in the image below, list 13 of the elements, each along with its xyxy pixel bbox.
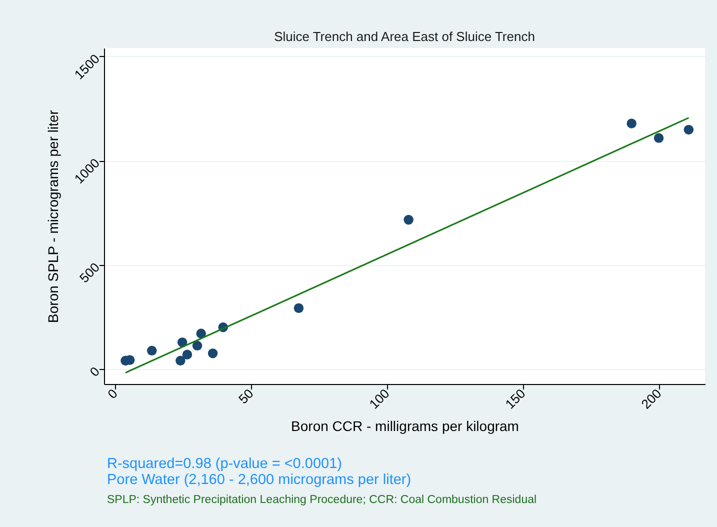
- x-axis-title: Boron CCR - milligrams per kilogram: [291, 418, 519, 434]
- y-axis-title: Boron SPLP - micrograms per liter: [44, 110, 61, 323]
- y-tick-label: 500: [76, 260, 102, 286]
- y-tick-label: 0: [86, 364, 102, 380]
- x-tick-label: 150: [502, 386, 528, 412]
- chart-title: Sluice Trench and Area East of Sluice Trench: [274, 29, 535, 44]
- text: Pore Water (2,160 - 2,600 micrograms per liter): [107, 472, 412, 488]
- text: R-squared=0.98 (p-value = <0.0001): [107, 456, 343, 472]
- x-tick-label: 50: [235, 386, 256, 407]
- x-tick-label: 200: [638, 386, 664, 412]
- x-tick-label: 0: [104, 386, 120, 402]
- x-tick-label: 100: [366, 386, 392, 412]
- text: SPLP: Synthetic Precipitation Leaching Procedure; CCR: Coal Combustion Residual: [107, 494, 537, 506]
